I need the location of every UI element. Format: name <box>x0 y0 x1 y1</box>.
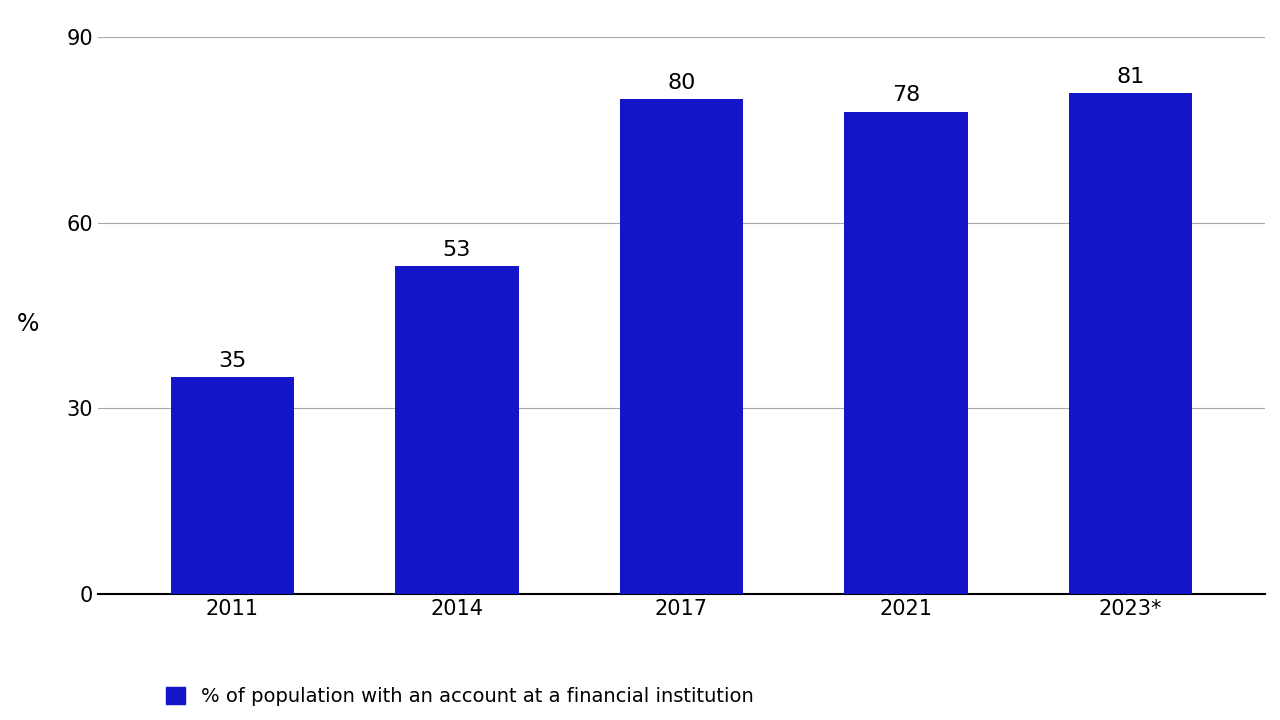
Text: 81: 81 <box>1116 67 1144 87</box>
Bar <box>170 377 294 594</box>
Bar <box>396 266 518 594</box>
Bar <box>620 99 744 594</box>
Text: 35: 35 <box>218 351 247 372</box>
Text: 80: 80 <box>667 73 695 93</box>
Bar <box>1069 93 1192 594</box>
Text: 78: 78 <box>892 86 920 105</box>
Text: %: % <box>17 312 40 336</box>
Bar <box>844 112 968 594</box>
Text: 53: 53 <box>443 240 471 260</box>
Legend: % of population with an account at a financial institution: % of population with an account at a fin… <box>166 687 754 706</box>
